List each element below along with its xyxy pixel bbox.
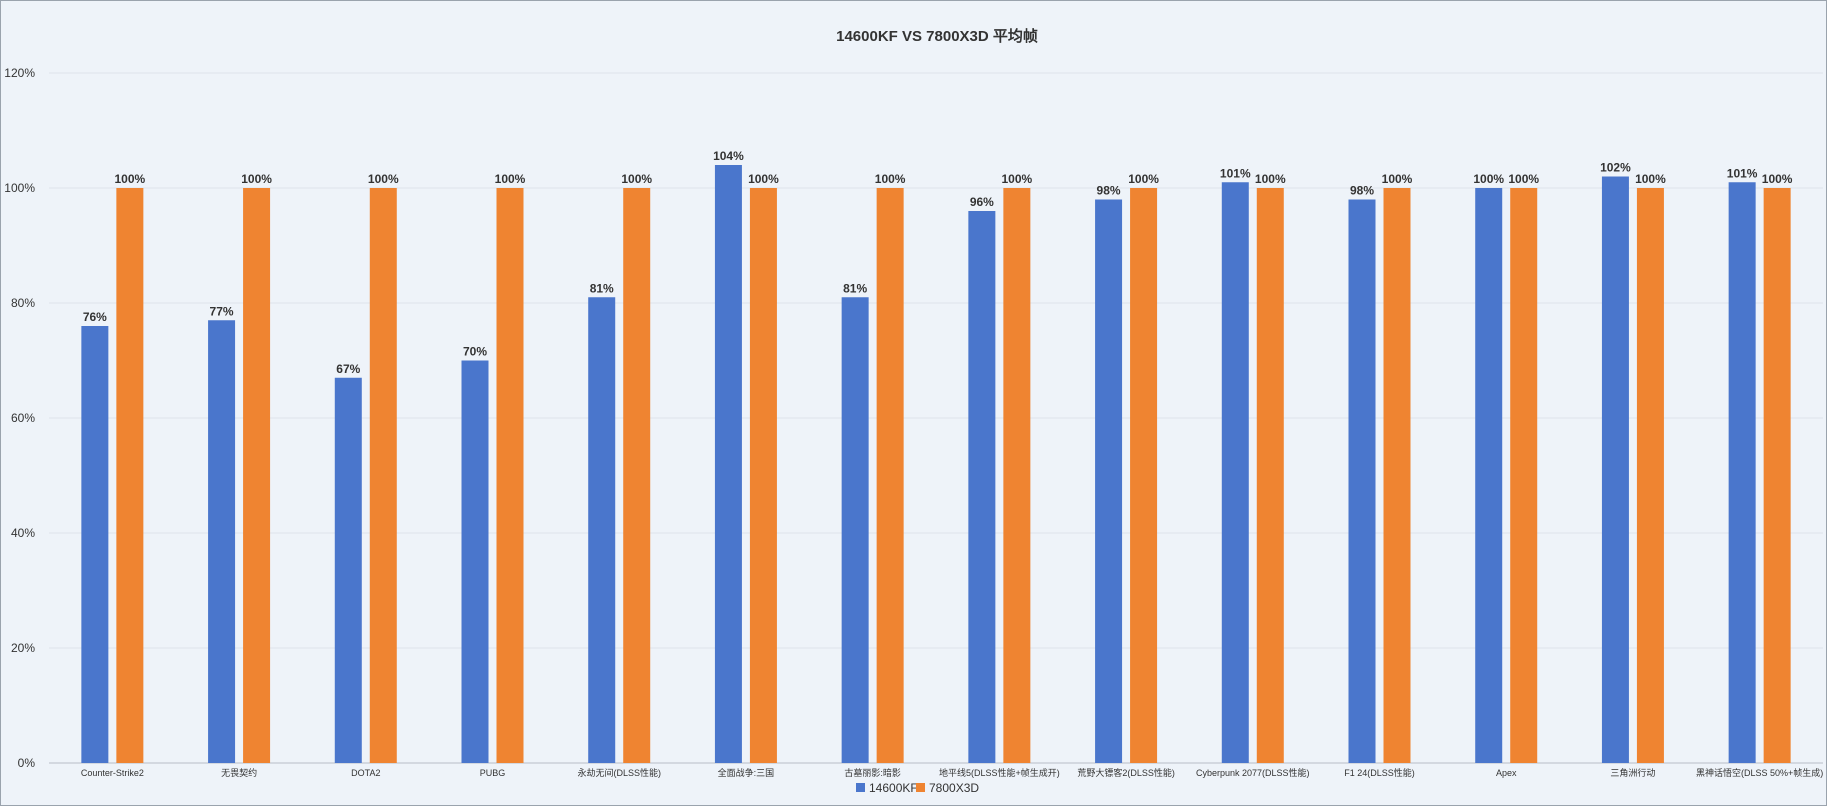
- bar-series-2[interactable]: [243, 188, 271, 763]
- bar-series-1[interactable]: [334, 377, 362, 763]
- legend[interactable]: 14600KF 7800X3D: [856, 781, 979, 795]
- bar-series-2[interactable]: [876, 188, 904, 763]
- bar-series-2[interactable]: [623, 188, 651, 763]
- data-label: 77%: [210, 304, 234, 318]
- legend-swatch[interactable]: [916, 783, 925, 792]
- x-category-label: 地平线5(DLSS性能+帧生成开): [939, 767, 1060, 778]
- y-tick-label: 0%: [18, 756, 36, 770]
- bar-series-1[interactable]: [461, 360, 489, 764]
- data-label: 100%: [748, 172, 779, 186]
- bar-series-2[interactable]: [1256, 188, 1284, 763]
- data-label: 81%: [843, 281, 867, 295]
- data-label: 101%: [1727, 166, 1758, 180]
- data-label: 100%: [1508, 172, 1539, 186]
- legend-swatch[interactable]: [856, 783, 865, 792]
- x-category-label: 无畏契约: [221, 767, 257, 778]
- data-labels-layer: 76% 100% 77% 100% 67% 100% 70% 100% 81% 100% 104% 1…: [83, 149, 1793, 376]
- data-label: 104%: [713, 149, 744, 163]
- legend-label[interactable]: 7800X3D: [929, 781, 979, 795]
- data-label: 100%: [1635, 172, 1666, 186]
- bar-series-1[interactable]: [1728, 182, 1756, 763]
- bar-series-1[interactable]: [1221, 182, 1249, 763]
- bar-series-2[interactable]: [1383, 188, 1411, 763]
- x-category-label: Cyberpunk 2077(DLSS性能): [1196, 767, 1310, 778]
- data-label: 100%: [1762, 172, 1793, 186]
- y-tick-label: 80%: [11, 296, 35, 310]
- x-category-label: 全面战争:三国: [718, 767, 775, 778]
- data-label: 102%: [1600, 161, 1631, 175]
- data-label: 100%: [1473, 172, 1504, 186]
- grid-layer: [49, 72, 1823, 764]
- bar-series-1[interactable]: [1095, 199, 1123, 764]
- legend-label[interactable]: 14600KF: [869, 781, 918, 795]
- data-label: 98%: [1350, 184, 1374, 198]
- data-label: 100%: [875, 172, 906, 186]
- x-category-label: 永劫无间(DLSS性能): [577, 767, 661, 778]
- x-axis-categories: Counter-Strike2 无畏契约 DOTA2 PUBG 永劫无间(DLSS性能)…: [81, 767, 1823, 778]
- bar-series-2[interactable]: [1130, 188, 1158, 763]
- y-tick-label: 120%: [4, 66, 35, 80]
- y-tick-label: 60%: [11, 411, 35, 425]
- data-label: 100%: [1002, 172, 1033, 186]
- data-label: 76%: [83, 310, 107, 324]
- bar-series-2[interactable]: [496, 188, 524, 763]
- data-label: 100%: [1255, 172, 1286, 186]
- data-label: 100%: [495, 172, 526, 186]
- data-label: 100%: [368, 172, 399, 186]
- x-category-label: 古墓丽影:暗影: [844, 767, 901, 778]
- x-category-label: PUBG: [480, 768, 506, 778]
- y-tick-label: 40%: [11, 526, 35, 540]
- data-label: 67%: [336, 362, 360, 376]
- bar-series-2[interactable]: [1510, 188, 1538, 763]
- y-tick-label: 20%: [11, 641, 35, 655]
- bar-series-1[interactable]: [841, 297, 869, 763]
- y-tick-label: 100%: [4, 181, 35, 195]
- bar-series-2[interactable]: [749, 188, 777, 763]
- x-category-label: 黑神话悟空(DLSS 50%+帧生成): [1696, 767, 1823, 778]
- data-label: 98%: [1097, 184, 1121, 198]
- data-label: 96%: [970, 195, 994, 209]
- bar-series-1[interactable]: [1475, 188, 1503, 763]
- bar-series-2[interactable]: [116, 188, 144, 763]
- bar-series-1[interactable]: [588, 297, 616, 763]
- bar-series-1[interactable]: [1348, 199, 1376, 764]
- data-label: 100%: [1128, 172, 1159, 186]
- bar-series-1[interactable]: [208, 320, 236, 763]
- bar-series-2[interactable]: [1003, 188, 1031, 763]
- data-label: 70%: [463, 345, 487, 359]
- data-label: 100%: [115, 172, 146, 186]
- data-label: 100%: [1382, 172, 1413, 186]
- bar-series-1[interactable]: [81, 326, 109, 763]
- data-label: 100%: [621, 172, 652, 186]
- bars-layer: [81, 165, 1791, 764]
- data-label: 100%: [241, 172, 272, 186]
- x-category-label: Apex: [1496, 768, 1517, 778]
- data-label: 81%: [590, 281, 614, 295]
- data-label: 101%: [1220, 166, 1251, 180]
- bar-series-2[interactable]: [1636, 188, 1664, 763]
- x-category-label: Counter-Strike2: [81, 768, 144, 778]
- x-category-label: 三角洲行动: [1610, 767, 1655, 778]
- x-category-label: DOTA2: [351, 768, 380, 778]
- bar-series-2[interactable]: [369, 188, 397, 763]
- x-category-label: F1 24(DLSS性能): [1344, 767, 1415, 778]
- x-category-label: 荒野大镖客2(DLSS性能): [1077, 767, 1175, 778]
- bar-series-2[interactable]: [1763, 188, 1791, 763]
- bar-series-1[interactable]: [1601, 176, 1629, 764]
- bar-series-1[interactable]: [968, 211, 996, 763]
- y-axis-ticks: 0% 20% 40% 60% 80% 100% 120%: [4, 66, 35, 770]
- bar-series-1[interactable]: [714, 165, 742, 763]
- chart-title: 14600KF VS 7800X3D 平均帧: [836, 27, 1038, 45]
